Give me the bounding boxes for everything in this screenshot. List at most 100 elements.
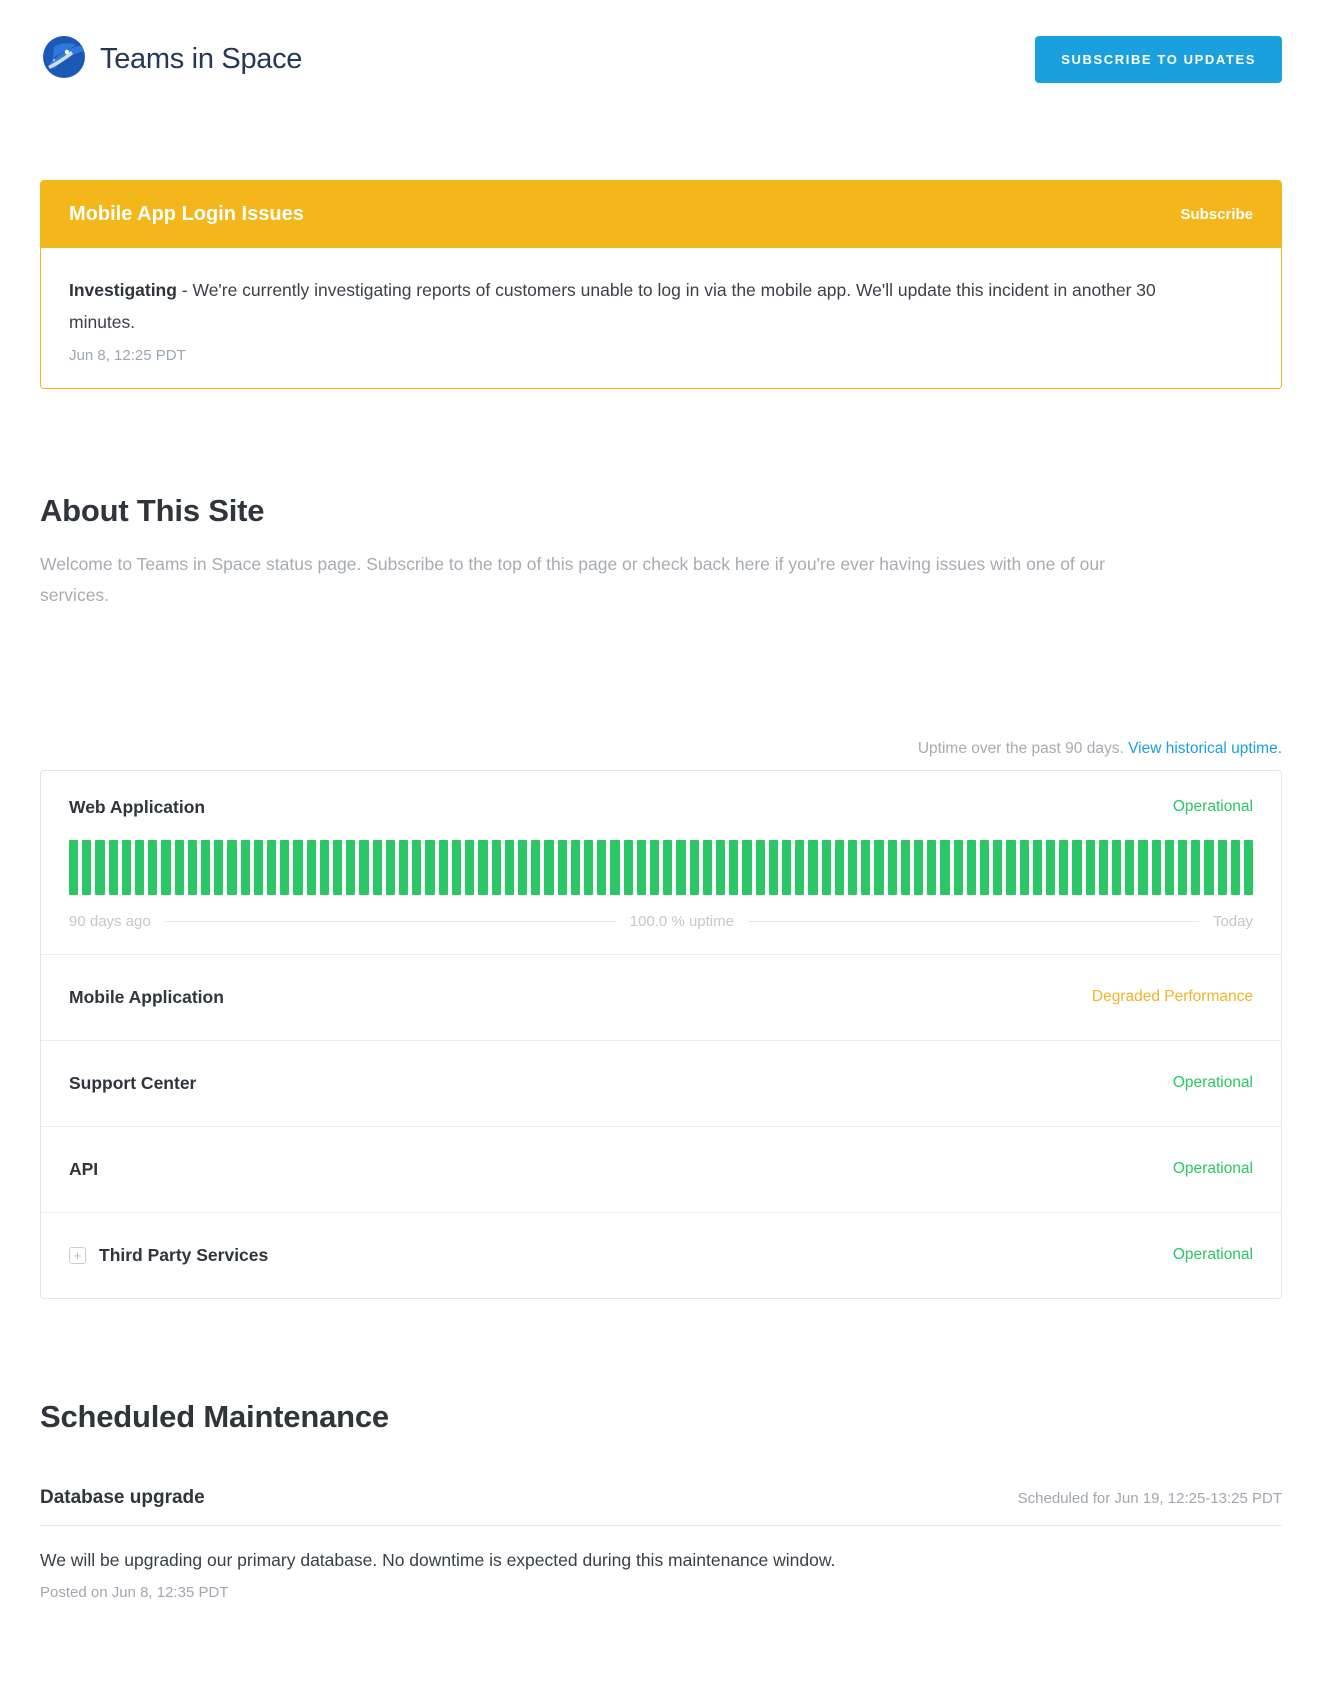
status-badge: Operational <box>1172 1246 1253 1264</box>
uptime-day-bar[interactable] <box>821 839 831 895</box>
uptime-day-bar[interactable] <box>451 839 462 895</box>
uptime-day-bar[interactable] <box>161 839 171 895</box>
uptime-day-bar[interactable] <box>676 839 686 895</box>
uptime-day-bar[interactable] <box>372 839 382 895</box>
uptime-day-bar[interactable] <box>319 839 330 895</box>
uptime-day-bar[interactable] <box>491 839 501 895</box>
uptime-day-bar[interactable] <box>900 839 910 895</box>
uptime-day-bar[interactable] <box>531 839 541 895</box>
uptime-day-bar[interactable] <box>966 839 977 895</box>
uptime-day-bar[interactable] <box>438 839 448 895</box>
uptime-day-bar[interactable] <box>597 839 607 895</box>
uptime-day-bar[interactable] <box>702 839 712 895</box>
expand-plus-icon[interactable]: + <box>69 1246 86 1264</box>
uptime-day-bar[interactable] <box>649 839 660 895</box>
uptime-day-bar[interactable] <box>1178 839 1188 895</box>
uptime-day-bar[interactable] <box>742 839 752 895</box>
uptime-day-bar[interactable] <box>953 839 963 895</box>
uptime-day-bar[interactable] <box>1138 839 1148 895</box>
uptime-day-bar[interactable] <box>623 839 633 895</box>
uptime-day-bar[interactable] <box>293 839 303 895</box>
uptime-day-bar[interactable] <box>689 839 699 895</box>
uptime-day-bar[interactable] <box>887 839 897 895</box>
uptime-day-bar[interactable] <box>583 839 594 895</box>
uptime-day-bar[interactable] <box>1151 839 1161 895</box>
uptime-day-bar[interactable] <box>781 839 792 895</box>
view-historical-uptime-link[interactable]: View historical uptime. <box>1128 739 1282 757</box>
uptime-day-bar[interactable] <box>306 839 316 895</box>
uptime-day-bar[interactable] <box>333 839 343 895</box>
uptime-day-bar[interactable] <box>927 839 937 895</box>
uptime-day-bar[interactable] <box>993 839 1003 895</box>
uptime-day-bar[interactable] <box>557 839 567 895</box>
uptime-day-bar[interactable] <box>636 839 646 895</box>
uptime-day-bar[interactable] <box>663 839 673 895</box>
uptime-day-bar[interactable] <box>1125 839 1135 895</box>
uptime-day-bar[interactable] <box>280 839 290 895</box>
uptime-day-bar[interactable] <box>1059 839 1069 895</box>
uptime-day-bar[interactable] <box>227 839 237 895</box>
uptime-day-bar[interactable] <box>1046 839 1056 895</box>
uptime-caption: Uptime over the past 90 days. View histo… <box>40 740 1282 758</box>
uptime-day-bar[interactable] <box>465 839 475 895</box>
uptime-day-bar[interactable] <box>187 839 198 895</box>
uptime-day-bar[interactable] <box>174 839 184 895</box>
service-name-label: Third Party Services <box>99 1244 269 1265</box>
uptime-day-bar[interactable] <box>1019 839 1029 895</box>
uptime-day-bar[interactable] <box>95 839 105 895</box>
uptime-day-bar[interactable] <box>729 839 739 895</box>
subscribe-to-updates-button[interactable]: SUBSCRIBE TO UPDATES <box>1035 35 1282 83</box>
uptime-day-bar[interactable] <box>399 839 409 895</box>
uptime-day-bar[interactable] <box>148 839 158 895</box>
uptime-day-bar[interactable] <box>1217 839 1227 895</box>
uptime-day-bar[interactable] <box>715 839 726 895</box>
uptime-day-bar[interactable] <box>1085 839 1095 895</box>
uptime-day-bar[interactable] <box>808 839 818 895</box>
uptime-day-bar[interactable] <box>940 839 950 895</box>
uptime-day-bar[interactable] <box>980 839 990 895</box>
uptime-day-bar[interactable] <box>385 839 396 895</box>
uptime-day-bar[interactable] <box>1006 839 1016 895</box>
incident-subscribe-link[interactable]: Subscribe <box>1180 206 1253 223</box>
uptime-day-bar[interactable] <box>108 839 118 895</box>
uptime-day-bar[interactable] <box>253 839 264 895</box>
uptime-day-bar[interactable] <box>768 839 778 895</box>
uptime-day-bar[interactable] <box>346 839 356 895</box>
uptime-day-bar[interactable] <box>425 839 435 895</box>
uptime-day-bar[interactable] <box>201 839 211 895</box>
uptime-day-bar[interactable] <box>755 839 765 895</box>
legend-center: 100.0 % uptime <box>629 912 734 930</box>
uptime-day-bar[interactable] <box>1098 839 1109 895</box>
uptime-day-bar[interactable] <box>610 839 620 895</box>
uptime-day-bar[interactable] <box>82 839 92 895</box>
uptime-day-bar[interactable] <box>121 839 132 895</box>
uptime-day-bar[interactable] <box>914 839 924 895</box>
uptime-day-bar[interactable] <box>412 839 422 895</box>
uptime-day-bar[interactable] <box>267 839 277 895</box>
uptime-day-bar[interactable] <box>1204 839 1214 895</box>
uptime-day-bar[interactable] <box>359 839 369 895</box>
uptime-day-bar[interactable] <box>517 839 528 895</box>
uptime-day-bar[interactable] <box>834 839 844 895</box>
uptime-day-bar[interactable] <box>847 839 858 895</box>
uptime-day-bar[interactable] <box>214 839 224 895</box>
uptime-day-bar[interactable] <box>1191 839 1201 895</box>
uptime-day-bar[interactable] <box>478 839 488 895</box>
uptime-day-bar[interactable] <box>135 839 145 895</box>
maintenance-scheduled-time: Scheduled for Jun 19, 12:25-13:25 PDT <box>1017 1489 1282 1507</box>
uptime-day-bar[interactable] <box>504 839 514 895</box>
uptime-day-bar[interactable] <box>795 839 805 895</box>
uptime-day-bar[interactable] <box>544 839 554 895</box>
uptime-day-bar[interactable] <box>874 839 884 895</box>
uptime-day-bar[interactable] <box>1112 839 1122 895</box>
uptime-day-bar[interactable] <box>1230 839 1241 895</box>
uptime-day-bar[interactable] <box>570 839 580 895</box>
uptime-day-bar[interactable] <box>1244 839 1254 895</box>
service-row-mobile-application: Mobile Application Degraded Performance <box>41 953 1281 1040</box>
uptime-day-bar[interactable] <box>861 839 871 895</box>
uptime-day-bar[interactable] <box>1072 839 1082 895</box>
uptime-day-bar[interactable] <box>1032 839 1043 895</box>
uptime-day-bar[interactable] <box>240 839 250 895</box>
uptime-day-bar[interactable] <box>1164 839 1175 895</box>
uptime-day-bar[interactable] <box>69 839 79 895</box>
